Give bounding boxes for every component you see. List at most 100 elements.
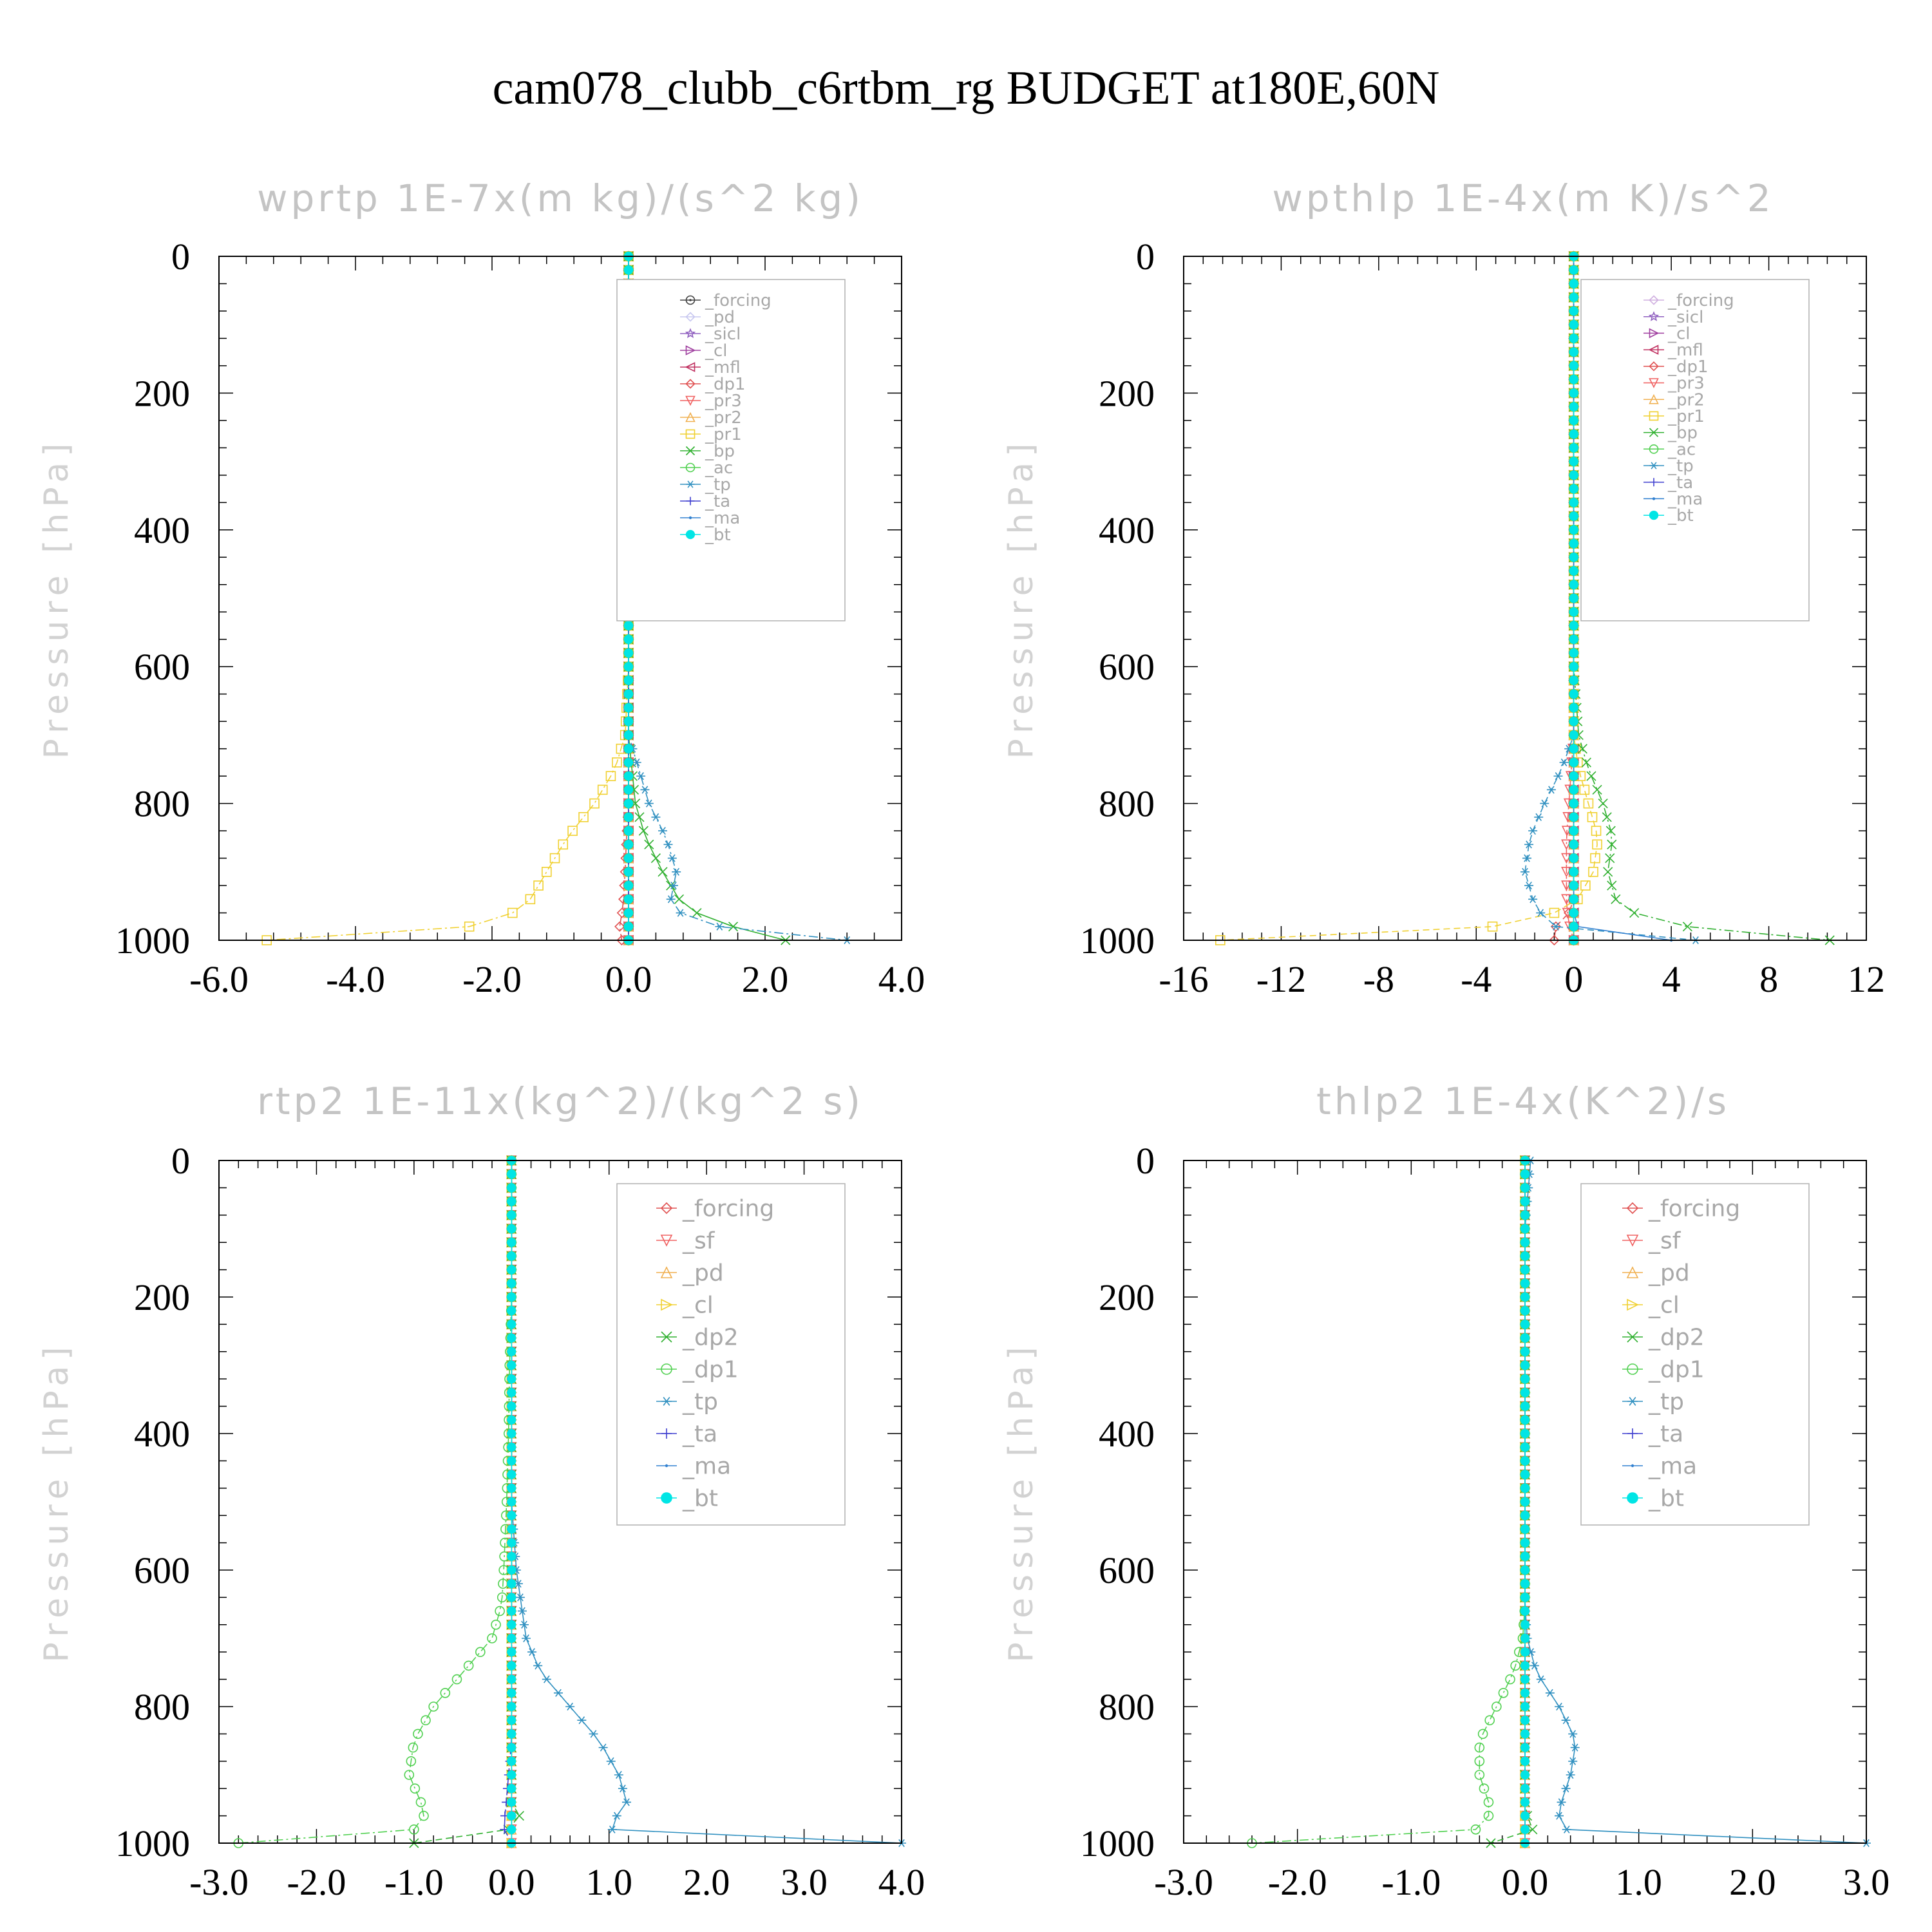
x-tick-label: -12 <box>1256 958 1306 1000</box>
data-point <box>507 1606 516 1616</box>
y-tick-label: 600 <box>134 1549 190 1591</box>
data-point <box>428 1701 439 1712</box>
legend-item: _ta <box>656 1421 717 1448</box>
y-tick-label: 0 <box>1136 1140 1155 1182</box>
data-point <box>1520 1524 1530 1534</box>
legend-item: _pr1 <box>1643 407 1705 426</box>
data-point <box>1568 1730 1578 1738</box>
data-point <box>1569 648 1578 658</box>
data-point <box>658 867 668 877</box>
data-point <box>623 757 634 768</box>
x-tick-label: -8 <box>1363 958 1394 1000</box>
data-point <box>1569 853 1578 863</box>
legend-item: _bp <box>1643 424 1698 443</box>
y-tick-label: 400 <box>134 1413 190 1455</box>
data-point <box>514 1811 524 1821</box>
data-point <box>1551 922 1560 931</box>
data-point <box>507 1170 516 1179</box>
data-point <box>515 1593 525 1602</box>
data-point <box>1569 525 1578 535</box>
data-point <box>1579 784 1590 795</box>
chart-panel-3: rtp2 1E-11x(kg^2)/(kg^2 s) Pressure [hPa]… <box>37 1079 925 1903</box>
x-tick-label: -6.0 <box>189 958 249 1000</box>
data-point <box>1569 306 1578 316</box>
data-point <box>1520 1170 1530 1179</box>
data-point <box>1605 826 1616 836</box>
data-point <box>621 1798 631 1806</box>
data-point <box>507 1743 516 1752</box>
data-point <box>1498 1688 1509 1698</box>
legend-item: _pd <box>656 1260 724 1287</box>
legend-label: _pr2 <box>1667 390 1705 410</box>
data-point <box>623 895 634 904</box>
legend-label: _dp1 <box>682 1357 739 1383</box>
data-point <box>607 1825 617 1833</box>
data-point <box>1569 634 1578 644</box>
data-point <box>507 1729 516 1739</box>
x-tick-label: -16 <box>1159 958 1208 1000</box>
data-point <box>1520 1415 1530 1425</box>
data-point <box>463 1660 474 1671</box>
data-point <box>1492 1701 1502 1712</box>
legend-label: _sicl <box>1667 308 1703 327</box>
legend-item: _sicl <box>680 325 741 344</box>
data-point <box>1487 921 1498 932</box>
panel-title: thlp2 1E-4x(K^2)/s <box>1316 1079 1730 1123</box>
x-tick-label: -3.0 <box>189 1861 249 1903</box>
legend-item: _forcing <box>656 1196 774 1222</box>
data-point <box>1586 771 1596 781</box>
legend-label: _pr1 <box>1667 407 1705 426</box>
legend-item: _cl <box>1622 1293 1680 1319</box>
data-point <box>1555 1702 1564 1711</box>
data-point <box>1524 840 1534 849</box>
series-dp1 <box>233 1155 517 1848</box>
data-point <box>1477 1728 1488 1739</box>
data-point <box>1569 457 1578 466</box>
data-point <box>507 1428 516 1439</box>
legend-item: _ac <box>1643 440 1696 459</box>
series-bt <box>1520 1155 1530 1848</box>
data-point <box>1569 553 1578 562</box>
data-point <box>1520 1265 1530 1274</box>
data-point <box>1569 320 1578 330</box>
data-point <box>533 880 544 891</box>
data-point <box>507 1661 516 1671</box>
data-point <box>1569 607 1578 617</box>
data-point <box>614 921 625 932</box>
legend-item: _forcing <box>1622 1196 1740 1222</box>
data-point <box>1569 812 1578 822</box>
data-point <box>1520 1729 1530 1739</box>
data-point <box>525 894 536 905</box>
legend-label: _pr2 <box>705 408 742 428</box>
data-point <box>507 1456 516 1466</box>
data-point <box>1592 839 1602 850</box>
legend-label: _bt <box>1648 1486 1684 1512</box>
data-point <box>1520 1238 1530 1247</box>
data-point <box>507 1374 516 1384</box>
data-point <box>1569 703 1578 713</box>
data-point <box>597 784 608 795</box>
data-point <box>715 922 724 931</box>
series-pr1 <box>1215 251 1602 945</box>
data-point <box>507 1360 516 1370</box>
data-point <box>507 1620 516 1629</box>
data-point <box>507 1265 516 1274</box>
series-line <box>1220 256 1598 941</box>
legend-label: _pd <box>1648 1260 1690 1287</box>
legend-label: _bt <box>682 1486 718 1512</box>
data-point <box>507 1770 516 1780</box>
data-point <box>623 785 634 795</box>
data-point <box>1520 1333 1530 1343</box>
data-point <box>507 1238 516 1247</box>
data-point <box>1569 538 1578 549</box>
data-point <box>1569 292 1578 302</box>
data-point <box>507 1824 516 1834</box>
data-point <box>507 1688 516 1698</box>
x-tick-label: 4 <box>1662 958 1681 1000</box>
x-tick-label: -1.0 <box>384 1861 444 1903</box>
data-point <box>1520 1620 1530 1629</box>
data-point <box>623 826 634 836</box>
y-tick-label: 800 <box>1099 783 1155 825</box>
data-point <box>507 1511 516 1520</box>
x-tick-label: 8 <box>1759 958 1778 1000</box>
